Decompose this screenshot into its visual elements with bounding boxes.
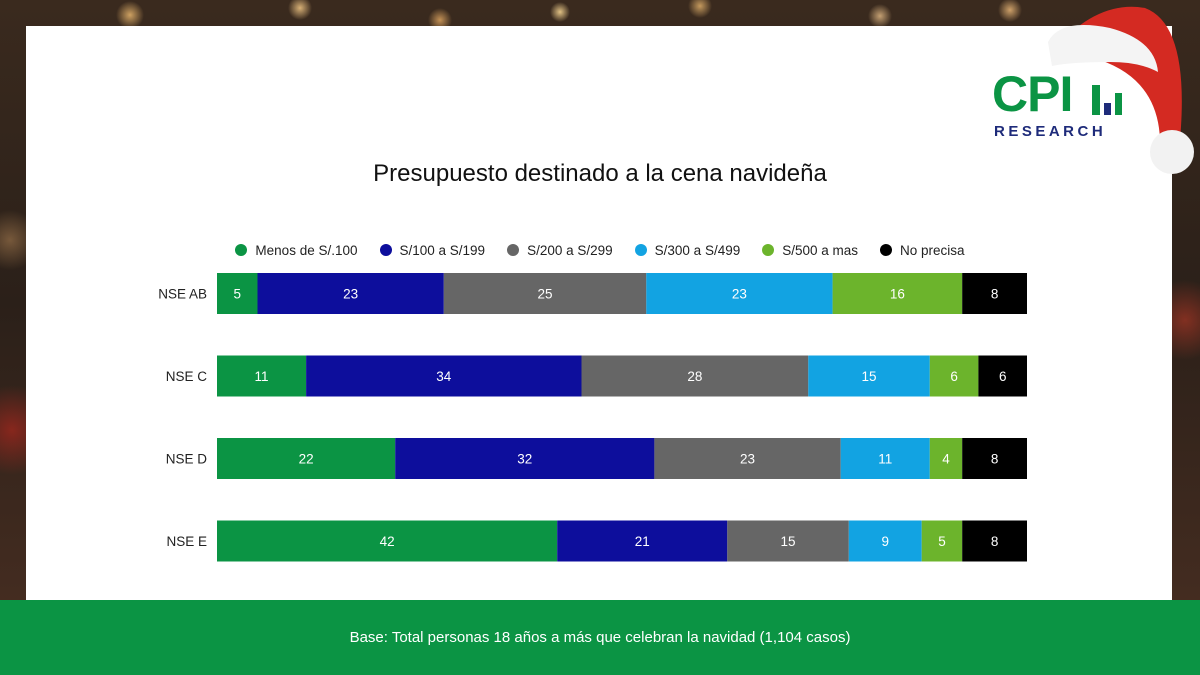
bar-data-label: 15 <box>781 534 796 549</box>
legend-item: Menos de S/.100 <box>235 242 358 258</box>
bar-data-label: 16 <box>890 287 905 302</box>
legend-label: S/100 a S/199 <box>399 242 486 258</box>
category-label: NSE C <box>166 369 208 384</box>
bar-data-label: 23 <box>343 287 358 302</box>
bar-data-label: 5 <box>938 534 946 549</box>
bar-data-label: 25 <box>538 287 553 302</box>
bar-data-label: 9 <box>881 534 889 549</box>
bar-segment <box>808 355 930 397</box>
bar-data-label: 34 <box>436 369 452 384</box>
category-label: NSE E <box>166 534 207 549</box>
bar-data-label: 6 <box>999 369 1007 384</box>
bar-data-label: 42 <box>380 534 395 549</box>
bar-segment <box>557 520 728 562</box>
bar-segment <box>832 273 963 314</box>
bar-data-label: 5 <box>233 287 241 302</box>
bar-data-label: 6 <box>950 369 958 384</box>
legend-label: No precisa <box>900 242 965 258</box>
bar-segment <box>929 438 963 479</box>
bar-segment <box>257 273 444 314</box>
footer-base-note: Base: Total personas 18 años a más que c… <box>349 629 851 646</box>
cpi-research-logo: CPI RESEARCH <box>992 66 1132 142</box>
category-label: NSE D <box>166 452 208 467</box>
legend-item: S/500 a mas <box>762 243 858 258</box>
legend-label: Menos de S/.100 <box>255 242 358 258</box>
legend-swatch <box>507 244 520 256</box>
legend-swatch <box>762 244 775 256</box>
bar-segment <box>978 355 1027 397</box>
bar-segment <box>306 355 582 397</box>
bar-segment <box>929 355 979 397</box>
legend-label: S/500 a mas <box>782 242 859 258</box>
bar-segment <box>217 520 558 562</box>
bar-segment <box>848 520 922 562</box>
bar-segment <box>646 273 833 314</box>
bar-data-label: 8 <box>991 287 999 302</box>
bar-data-label: 4 <box>942 452 950 467</box>
bar-data-label: 11 <box>878 452 892 467</box>
bar-data-label: 32 <box>517 452 532 467</box>
chart-legend: Menos de S/.100 S/100 a S/199 S/200 a S/29… <box>0 240 1200 260</box>
chart-card <box>26 26 1172 606</box>
bar-segment <box>962 438 1027 479</box>
logo-sub-text: RESEARCH <box>994 123 1107 140</box>
legend-swatch <box>634 244 647 256</box>
bar-segment <box>727 520 849 562</box>
bar-data-label: 15 <box>862 369 877 384</box>
bar-segment <box>395 438 655 479</box>
legend-item: S/300 a S/499 <box>634 242 741 258</box>
santa-hat-icon <box>1048 6 1194 174</box>
legend-swatch <box>379 244 392 256</box>
bar-segment <box>581 355 809 397</box>
legend-swatch <box>880 244 893 256</box>
bar-segment <box>217 273 258 314</box>
bar-segment <box>962 520 1027 562</box>
legend-item: No precisa <box>880 243 965 258</box>
bar-segment <box>840 438 930 479</box>
category-label: NSE AB <box>158 287 207 302</box>
bar-data-label: 11 <box>255 369 269 384</box>
bar-segment <box>443 273 647 314</box>
bar-data-label: 28 <box>687 369 702 384</box>
legend-swatch <box>235 244 248 256</box>
bar-segment <box>217 438 396 479</box>
chart-title: Presupuesto destinado a la cena navideña <box>373 160 827 187</box>
legend-label: S/300 a S/499 <box>654 242 741 258</box>
bar-data-label: 23 <box>732 287 747 302</box>
logo-main-text: CPI <box>992 66 1073 122</box>
bar-data-label: 22 <box>299 452 314 467</box>
footer-bar: Base: Total personas 18 años a más que c… <box>0 600 1200 675</box>
bar-data-label: 21 <box>635 534 650 549</box>
bar-segment <box>217 355 307 397</box>
bar-segment <box>962 273 1027 314</box>
bar-data-label: 8 <box>991 534 999 549</box>
bar-chart-icon <box>1092 85 1122 115</box>
legend-item: S/200 a S/299 <box>507 243 613 258</box>
legend-label: S/200 a S/299 <box>527 242 613 258</box>
bar-segment <box>654 438 841 479</box>
legend-item: S/100 a S/199 <box>379 242 486 258</box>
bar-data-label: 23 <box>740 452 755 467</box>
bar-segment <box>921 520 963 562</box>
bar-data-label: 8 <box>991 452 999 467</box>
